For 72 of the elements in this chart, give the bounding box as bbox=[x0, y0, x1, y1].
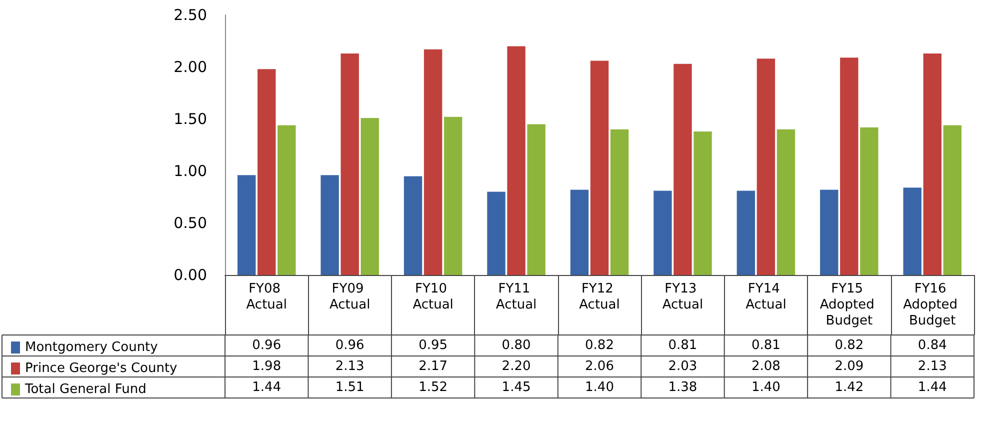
data-label: 1.40 bbox=[751, 380, 780, 395]
data-label: 0.84 bbox=[918, 338, 947, 353]
data-label: 0.80 bbox=[502, 338, 531, 353]
x-tick-label: FY13 Actual bbox=[662, 282, 704, 312]
bar bbox=[590, 60, 609, 275]
data-label: 2.08 bbox=[751, 359, 780, 374]
x-tick-label: FY08 Actual bbox=[246, 282, 287, 312]
data-label: 1.42 bbox=[834, 380, 864, 395]
bar bbox=[360, 118, 379, 275]
bar bbox=[487, 192, 506, 275]
y-tick-label: 0.00 bbox=[174, 266, 207, 284]
data-label: 0.82 bbox=[585, 338, 614, 353]
legend-label: Prince George's County bbox=[25, 361, 178, 376]
x-tick-label: FY15 Adopted Budget bbox=[820, 282, 878, 328]
data-label: 2.13 bbox=[918, 359, 947, 374]
data-label: 1.98 bbox=[252, 359, 282, 374]
data-label: 0.81 bbox=[751, 338, 780, 353]
bar bbox=[820, 190, 838, 275]
bar bbox=[444, 116, 462, 275]
bar bbox=[258, 69, 276, 275]
data-label: 0.96 bbox=[252, 338, 282, 353]
y-tick-label: 0.50 bbox=[174, 214, 207, 232]
bar bbox=[674, 64, 692, 275]
y-tick-label: 1.50 bbox=[174, 110, 207, 128]
data-label: 0.81 bbox=[668, 338, 698, 353]
y-tick-label: 2.50 bbox=[174, 6, 207, 24]
data-label: 2.13 bbox=[335, 359, 364, 374]
data-label: 1.52 bbox=[418, 380, 448, 395]
y-tick-label: 2.00 bbox=[174, 58, 207, 76]
bar bbox=[654, 190, 672, 275]
data-label: 2.06 bbox=[585, 359, 614, 374]
data-label: 0.96 bbox=[335, 338, 364, 353]
x-tick-label: FY14 Actual bbox=[746, 282, 786, 312]
bar bbox=[320, 175, 339, 275]
bar bbox=[340, 53, 359, 275]
bar bbox=[278, 125, 296, 275]
bar bbox=[570, 190, 589, 275]
bar bbox=[736, 190, 756, 275]
x-tick-label: FY16 Adopted Budget bbox=[903, 282, 962, 328]
bar bbox=[610, 129, 629, 275]
data-label: 2.17 bbox=[418, 359, 448, 374]
x-tick-label: FY11 Actual bbox=[496, 282, 537, 312]
bar bbox=[756, 58, 776, 275]
data-label: 0.95 bbox=[418, 338, 448, 353]
x-tick-label: FY10 Actual bbox=[412, 282, 454, 312]
bar bbox=[424, 49, 442, 275]
bar bbox=[903, 188, 922, 275]
data-label: 2.03 bbox=[668, 359, 698, 374]
bar bbox=[237, 175, 256, 275]
data-label: 1.38 bbox=[668, 380, 698, 395]
bar bbox=[527, 124, 546, 275]
data-label: 2.20 bbox=[502, 359, 531, 374]
bar bbox=[860, 127, 878, 275]
data-label: 0.82 bbox=[834, 338, 864, 353]
y-tick-label: 1.00 bbox=[174, 162, 207, 180]
bar bbox=[776, 129, 796, 275]
data-label: 1.44 bbox=[252, 380, 282, 395]
bar bbox=[507, 46, 526, 275]
bar bbox=[840, 58, 858, 275]
data-label: 1.51 bbox=[335, 380, 364, 395]
bar bbox=[694, 131, 712, 275]
legend-label: Montgomery County bbox=[25, 340, 158, 355]
legend-label: Total General Fund bbox=[24, 382, 146, 397]
bar bbox=[943, 125, 962, 275]
data-label: 2.09 bbox=[834, 359, 864, 374]
data-label: 1.44 bbox=[918, 380, 947, 395]
bar bbox=[923, 53, 942, 275]
data-label: 1.40 bbox=[585, 380, 614, 395]
bar bbox=[404, 176, 422, 275]
x-tick-label: FY09 Actual bbox=[329, 282, 370, 312]
data-label: 1.45 bbox=[502, 380, 531, 395]
x-tick-label: FY12 Actual bbox=[579, 282, 620, 312]
